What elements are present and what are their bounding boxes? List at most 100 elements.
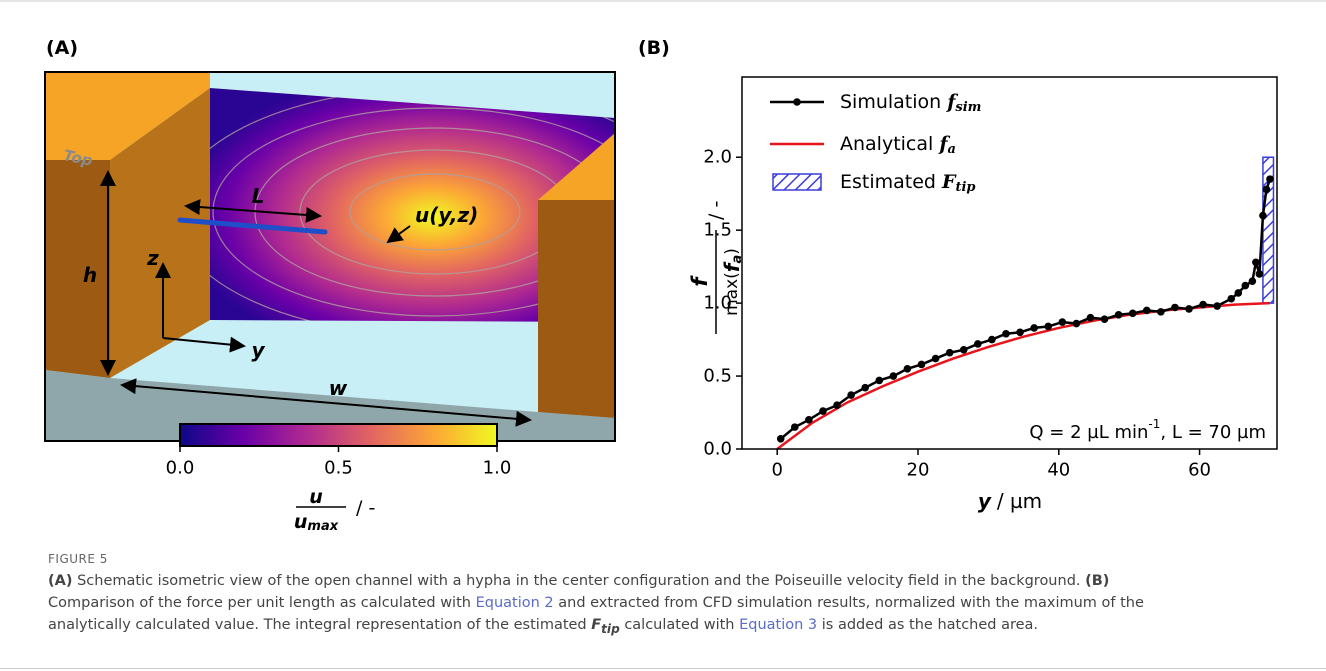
point: [889, 372, 898, 380]
point: [847, 391, 855, 399]
length-label: L: [252, 184, 265, 208]
colorbar-ticks: 0.0 0.5 1.0: [166, 446, 512, 479]
point: [931, 354, 940, 363]
figure: (A) Top L u(y,z) z y h w 0.0 0.5 1.0 u uma…: [0, 0, 1326, 534]
legend-name: Simulation: [840, 91, 941, 113]
legend-label: Simulation fsim: [840, 91, 981, 115]
caption-line: (A) Schematic isometric view of the open…: [48, 570, 1144, 592]
point: [1002, 329, 1010, 338]
legend-sub: sim: [955, 100, 981, 115]
point: [1072, 319, 1081, 328]
point: [1044, 322, 1053, 331]
point: [1227, 294, 1236, 303]
point: [1171, 303, 1179, 312]
colorbar-tick-label: 0.0: [166, 458, 195, 479]
legend-var: F: [941, 171, 957, 193]
point: [1100, 315, 1109, 323]
point: [1199, 300, 1207, 309]
y-den-pre: max(: [722, 272, 742, 316]
y-den: max(fa): [720, 248, 745, 316]
cb-num: u: [309, 486, 323, 508]
point: [861, 383, 869, 392]
annotation: Q = 2 µL min-1, L = 70 µm: [1029, 417, 1266, 443]
point: [988, 335, 996, 344]
panel-label: (A): [46, 37, 78, 59]
y-tick-label: 0.5: [703, 366, 732, 387]
x-tick-label: 40: [1047, 460, 1070, 481]
equation-link[interactable]: Equation 2: [475, 595, 554, 611]
point: [833, 401, 841, 410]
point: [1241, 281, 1250, 290]
point: [1213, 302, 1221, 310]
x-axis-title: y / µm: [978, 489, 1042, 513]
top-label: Top: [62, 146, 95, 170]
y-tick-label: 1.5: [703, 220, 732, 241]
point: [1114, 310, 1123, 319]
colorbar-tick-label: 1.0: [483, 458, 512, 479]
point: [776, 434, 785, 443]
y-rest: / -: [705, 201, 727, 220]
point: [1016, 328, 1024, 337]
point: [974, 340, 982, 348]
point: [917, 360, 926, 369]
y-den-sub: a: [730, 255, 745, 264]
schematic: [44, 71, 616, 442]
point: [1058, 318, 1067, 326]
point: [1262, 185, 1271, 194]
equation-link[interactable]: Equation 3: [739, 617, 818, 633]
symbol-sub: tip: [601, 621, 620, 636]
caption: FIGURE 5 (A) Schematic isometric view of…: [48, 548, 1144, 640]
panel-label: (B): [638, 37, 670, 59]
point: [875, 376, 884, 385]
symbol: F: [591, 617, 602, 633]
colorbar-tick-label: 0.5: [324, 458, 353, 479]
ann-pre: Q = 2 µL min: [1029, 422, 1148, 443]
y-axis-title: f max(fa) / -: [688, 201, 745, 334]
legend-marker: [793, 98, 801, 106]
point: [1234, 289, 1243, 297]
x-tick-label: 20: [907, 460, 930, 481]
text: calculated with: [619, 617, 740, 633]
ref: (B): [1085, 573, 1110, 589]
caption-line: Comparison of the force per unit length …: [48, 592, 1144, 614]
width-label: w: [329, 376, 348, 400]
point: [1185, 305, 1193, 313]
point: [1128, 309, 1137, 318]
point: [819, 407, 827, 415]
y-tick-label: 0.0: [703, 439, 732, 460]
colorbar-label: u umax / -: [294, 486, 375, 534]
point: [1086, 313, 1095, 322]
point: [945, 348, 954, 357]
legend-sub: a: [948, 142, 956, 157]
point: [1266, 175, 1274, 183]
point: [805, 416, 813, 424]
x-var: y: [978, 489, 992, 513]
y-num: f: [688, 275, 712, 287]
y-den-post: ): [722, 248, 742, 255]
x-tick-label: 60: [1188, 460, 1211, 481]
point: [1157, 308, 1165, 316]
point: [959, 346, 968, 354]
ref: (A): [48, 573, 73, 589]
y-tick-label: 2.0: [703, 147, 732, 168]
height-label: h: [83, 263, 97, 287]
bottom-rule: [0, 668, 1326, 669]
point: [1142, 306, 1151, 315]
cb-rest: / -: [356, 497, 375, 519]
y-tick-label: 1.0: [703, 293, 732, 314]
cb-den-sub: max: [307, 519, 338, 534]
legend-label: Analytical fa: [840, 133, 956, 157]
legend-var: f: [945, 91, 958, 113]
ann-sup: -1: [1148, 417, 1160, 431]
figure-number: FIGURE 5: [48, 552, 108, 566]
cb-den-var: u: [294, 511, 308, 533]
cb-den: umax: [294, 511, 339, 534]
legend-var: f: [937, 133, 950, 155]
point: [1252, 258, 1260, 267]
legend-name: Estimated: [840, 171, 936, 193]
caption-line: analytically calculated value. The integ…: [48, 614, 1144, 640]
legend-label: Estimated Ftip: [840, 171, 976, 195]
